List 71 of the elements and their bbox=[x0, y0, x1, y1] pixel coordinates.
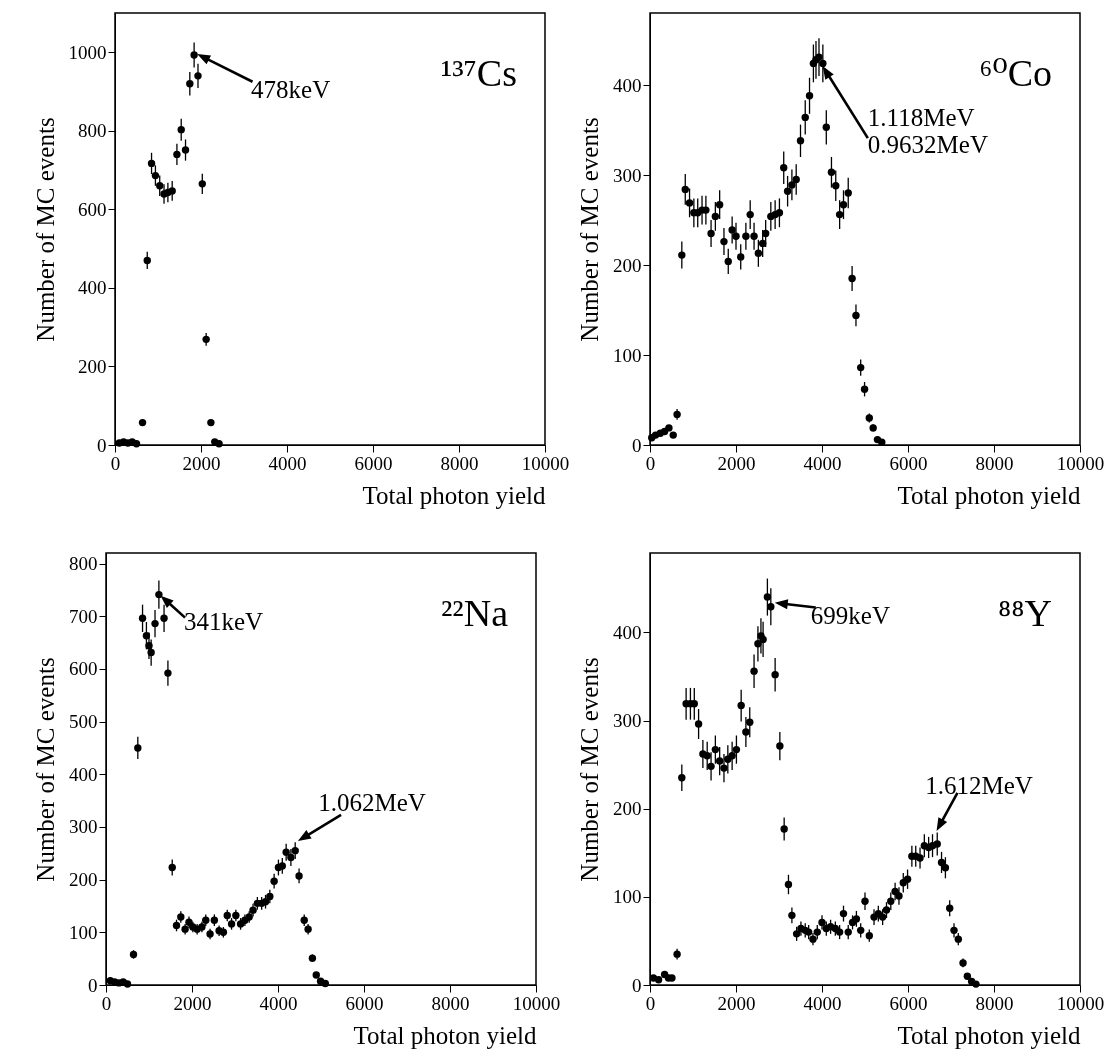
x-tick-label: 4000 bbox=[803, 452, 842, 474]
annotation: 1.062MeV bbox=[318, 788, 426, 816]
x-tick-label: 4000 bbox=[259, 992, 298, 1014]
y-tick-label: 200 bbox=[69, 869, 98, 891]
y-tick-label: 0 bbox=[632, 974, 642, 996]
point bbox=[123, 980, 132, 988]
x-tick-label: 2000 bbox=[717, 452, 756, 474]
point bbox=[132, 440, 141, 448]
point bbox=[215, 440, 223, 448]
y-tick-label: 800 bbox=[78, 120, 107, 142]
x-tick-label: 8000 bbox=[975, 452, 1014, 474]
x-tick-label: 10000 bbox=[521, 452, 570, 474]
annotation: 1.612MeV bbox=[925, 771, 1033, 799]
x-tick-label: 2000 bbox=[173, 992, 212, 1014]
x-axis-title: Total photon yield bbox=[353, 1021, 537, 1049]
annotation: ⁶⁰Co bbox=[979, 52, 1052, 94]
y-tick-label: 400 bbox=[78, 277, 107, 299]
y-tick-label: 0 bbox=[97, 434, 107, 456]
y-tick-label: 500 bbox=[69, 711, 98, 733]
y-tick-label: 700 bbox=[69, 605, 98, 627]
annotation: 699keV bbox=[810, 601, 890, 629]
x-tick-label: 10000 bbox=[512, 992, 561, 1014]
y-tick-label: 600 bbox=[78, 198, 107, 220]
annotation: 1.118MeV 0.9632MeV bbox=[867, 104, 988, 159]
x-tick-label: 6000 bbox=[889, 992, 928, 1014]
y-tick-label: 400 bbox=[69, 763, 98, 785]
y-tick-label: 600 bbox=[69, 658, 98, 680]
x-axis-title: Total photon yield bbox=[362, 481, 546, 509]
y-tick-label: 200 bbox=[613, 254, 642, 276]
point bbox=[665, 424, 673, 432]
y-tick-label: 0 bbox=[632, 434, 642, 456]
x-tick-label: 4000 bbox=[803, 992, 842, 1014]
point bbox=[878, 438, 886, 446]
y-tick-label: 200 bbox=[78, 355, 107, 377]
x-tick-label: 6000 bbox=[345, 992, 384, 1014]
y-tick-label: 300 bbox=[613, 710, 642, 732]
annotation: 478keV bbox=[251, 76, 331, 104]
y-tick-label: 1000 bbox=[68, 41, 107, 63]
y-tick-label: 0 bbox=[88, 974, 98, 996]
y-tick-label: 100 bbox=[613, 344, 642, 366]
x-tick-label: 8000 bbox=[440, 452, 479, 474]
x-tick-label: 6000 bbox=[354, 452, 393, 474]
y-axis-title: Number of MC events bbox=[576, 117, 603, 342]
x-tick-label: 4000 bbox=[268, 452, 307, 474]
y-tick-label: 100 bbox=[69, 921, 98, 943]
x-tick-label: 8000 bbox=[975, 992, 1014, 1014]
annotation: 341keV bbox=[183, 607, 264, 635]
x-tick-label: 10000 bbox=[1056, 452, 1105, 474]
x-tick-label: 0 bbox=[110, 452, 121, 474]
x-tick-label: 2000 bbox=[182, 452, 221, 474]
y-axis-title: Number of MC events bbox=[32, 657, 59, 882]
x-tick-label: 10000 bbox=[1056, 992, 1105, 1014]
x-axis-title: Total photon yield bbox=[897, 481, 1081, 509]
annotation: ⁸⁸Y bbox=[998, 592, 1052, 634]
x-tick-label: 2000 bbox=[717, 992, 756, 1014]
y-tick-label: 800 bbox=[69, 553, 98, 575]
y-tick-label: 100 bbox=[613, 886, 642, 908]
x-tick-label: 8000 bbox=[431, 992, 470, 1014]
x-axis-title: Total photon yield bbox=[897, 1021, 1081, 1049]
x-tick-label: 6000 bbox=[889, 452, 928, 474]
point bbox=[321, 979, 330, 988]
point bbox=[669, 431, 677, 439]
y-tick-label: 200 bbox=[613, 798, 642, 820]
annotation: ²²Na bbox=[440, 592, 509, 634]
y-tick-label: 400 bbox=[613, 621, 642, 643]
annotation: ¹³⁷Cs bbox=[440, 52, 517, 94]
y-axis-title: Number of MC events bbox=[31, 117, 59, 342]
y-tick-label: 300 bbox=[613, 164, 642, 186]
y-tick-label: 400 bbox=[613, 74, 642, 96]
y-tick-label: 300 bbox=[69, 816, 98, 838]
y-axis-title: Number of MC events bbox=[576, 657, 603, 882]
